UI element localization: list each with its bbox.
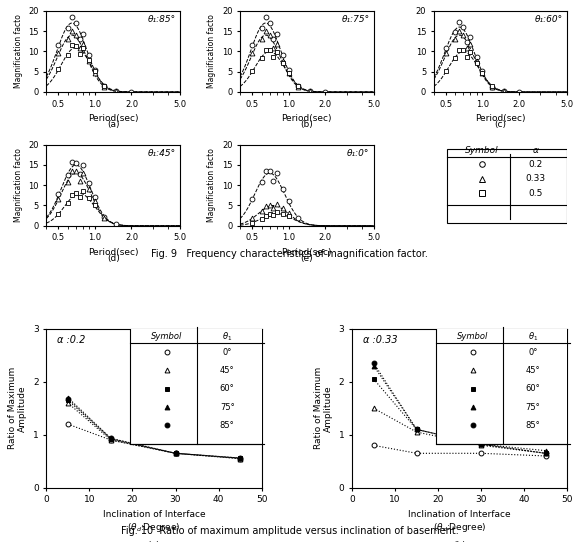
X-axis label: Period(sec): Period(sec) (281, 114, 332, 123)
Text: θ₁:60°: θ₁:60° (536, 15, 563, 24)
Text: 60°: 60° (526, 384, 540, 393)
Text: 60°: 60° (220, 384, 234, 393)
Text: (b): (b) (453, 541, 466, 542)
Text: (a): (a) (107, 120, 119, 130)
Text: $\theta_1$: $\theta_1$ (528, 330, 538, 343)
Text: 0°: 0° (528, 347, 538, 357)
Text: (e): (e) (301, 254, 313, 263)
X-axis label: Inclination of Interface
($\theta_d$:Degree): Inclination of Interface ($\theta_d$:Deg… (408, 510, 511, 534)
Bar (130, 327, 264, 444)
Text: (a): (a) (148, 541, 160, 542)
X-axis label: Period(sec): Period(sec) (88, 114, 138, 123)
Text: θ₁:75°: θ₁:75° (342, 15, 369, 24)
X-axis label: Period(sec): Period(sec) (475, 114, 526, 123)
Text: 0.5: 0.5 (528, 189, 543, 198)
Y-axis label: Ratio of Maximum
Amplitude: Ratio of Maximum Amplitude (8, 367, 27, 449)
Text: 75°: 75° (526, 403, 540, 411)
Y-axis label: Magnification facto: Magnification facto (207, 15, 217, 88)
Text: Fig. 9   Frequency characteristics of magnification factor.: Fig. 9 Frequency characteristics of magn… (151, 249, 428, 260)
Bar (436, 327, 570, 444)
Text: 45°: 45° (526, 366, 540, 375)
Text: α :0.33: α :0.33 (363, 335, 397, 345)
Text: Fig. 10  Ratio of maximum amplitude versus inclination of basement.: Fig. 10 Ratio of maximum amplitude versu… (120, 526, 459, 536)
Text: (b): (b) (301, 120, 313, 130)
Text: 75°: 75° (220, 403, 234, 411)
Y-axis label: Magnification facto: Magnification facto (14, 149, 23, 222)
Text: α: α (533, 146, 538, 155)
Text: θ₁:45°: θ₁:45° (148, 149, 176, 158)
Y-axis label: Magnification facto: Magnification facto (14, 15, 23, 88)
Text: θ₁:85°: θ₁:85° (148, 15, 176, 24)
Y-axis label: Magnification facto: Magnification facto (207, 149, 217, 222)
X-axis label: Period(sec): Period(sec) (88, 248, 138, 257)
Text: θ₁:0°: θ₁:0° (347, 149, 369, 158)
Text: 85°: 85° (220, 421, 234, 430)
Text: 0°: 0° (222, 347, 232, 357)
Text: 85°: 85° (526, 421, 540, 430)
Text: 0.2: 0.2 (528, 159, 543, 169)
Text: Symbol: Symbol (151, 332, 182, 341)
Text: (d): (d) (107, 254, 119, 263)
Text: 0.33: 0.33 (525, 174, 545, 183)
Text: Symbol: Symbol (457, 332, 488, 341)
Text: 45°: 45° (220, 366, 234, 375)
X-axis label: Period(sec): Period(sec) (281, 248, 332, 257)
Text: (c): (c) (494, 120, 507, 130)
Text: α :0.2: α :0.2 (57, 335, 86, 345)
Y-axis label: Ratio of Maximum
Amplitude: Ratio of Maximum Amplitude (314, 367, 333, 449)
X-axis label: Inclination of Interface
($\theta_d$:Degree): Inclination of Interface ($\theta_d$:Deg… (102, 510, 206, 534)
Text: Symbol: Symbol (465, 146, 499, 155)
Text: $\theta_1$: $\theta_1$ (222, 330, 232, 343)
